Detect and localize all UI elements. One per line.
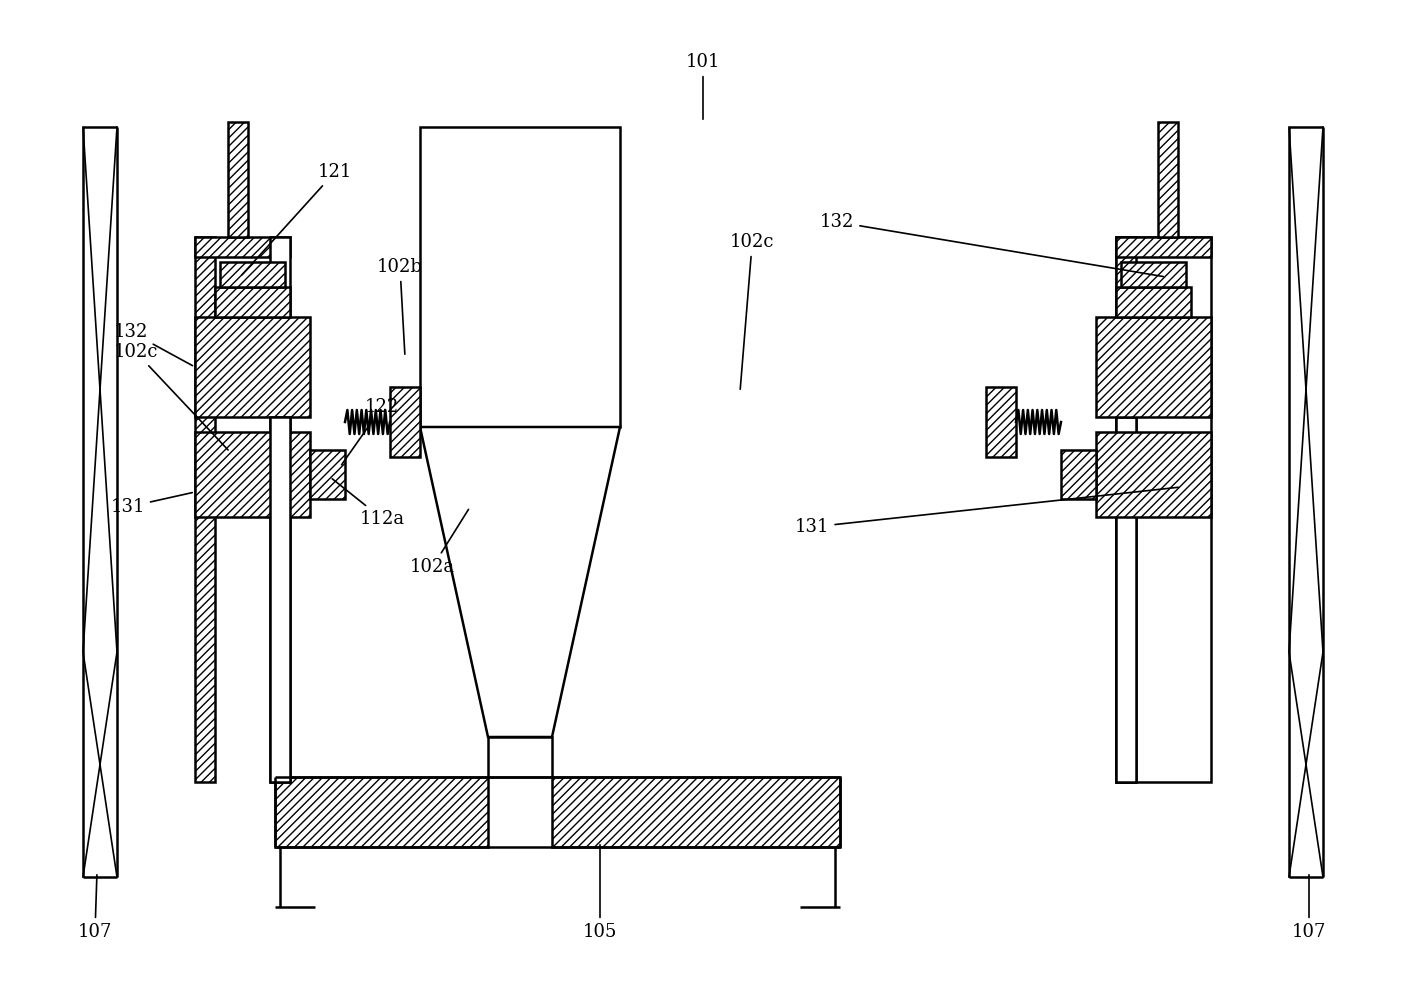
Bar [195,317,309,417]
Bar [1121,262,1187,287]
Text: 107: 107 [77,874,112,941]
Text: 132: 132 [114,323,193,366]
Text: 131: 131 [111,493,193,516]
Text: 112a: 112a [332,479,405,528]
Bar [986,387,1017,457]
Bar [195,237,215,782]
Bar [1116,237,1211,257]
Bar [553,777,839,847]
Bar [420,127,620,427]
Bar [195,237,290,257]
Bar [219,262,285,287]
Text: 122: 122 [342,398,399,465]
Bar [389,387,420,457]
Bar [215,287,290,317]
Text: 132: 132 [820,213,1163,276]
Text: 102a: 102a [411,509,468,576]
Text: 107: 107 [1292,874,1326,941]
Bar [228,122,247,237]
Text: 102c: 102c [114,343,228,450]
Bar [270,417,290,782]
Bar [1116,287,1191,317]
Bar [1097,317,1211,417]
Text: 131: 131 [794,488,1178,536]
Bar [1159,122,1178,237]
Bar [270,237,290,782]
Polygon shape [420,427,620,737]
Bar [276,777,488,847]
Bar [195,432,309,517]
Text: 105: 105 [583,844,617,941]
Text: 101: 101 [686,53,720,120]
Bar [1116,237,1136,782]
Bar [1062,450,1097,499]
Bar [1116,417,1136,782]
Text: 102c: 102c [730,233,775,389]
Bar [1097,432,1211,517]
Bar [309,450,344,499]
Text: 102b: 102b [377,258,423,354]
Bar [488,737,553,777]
Text: 121: 121 [242,163,352,275]
Bar [1116,237,1211,782]
